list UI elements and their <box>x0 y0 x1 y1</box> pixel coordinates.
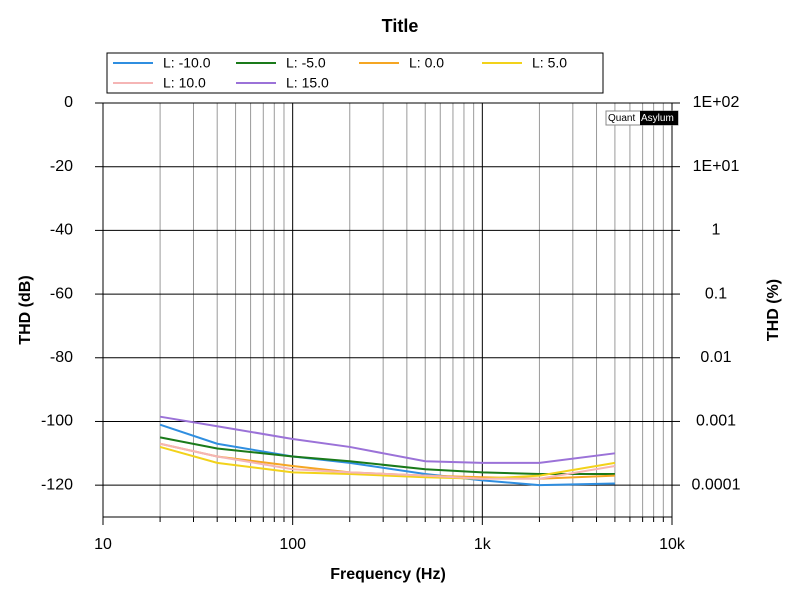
y2-tick-label: 0.01 <box>700 349 731 366</box>
plot-border <box>102 102 673 518</box>
series-line <box>159 442 616 480</box>
y2-tick-label: 1 <box>712 222 721 239</box>
y2-tick-label: 0.1 <box>705 285 727 302</box>
legend-label: L: 5.0 <box>532 55 567 71</box>
y-tick-label: -40 <box>50 222 73 239</box>
series-line <box>159 436 615 476</box>
series-line <box>159 415 616 464</box>
legend-label: L: -5.0 <box>286 55 326 71</box>
legend-label: L: -10.0 <box>163 55 211 71</box>
y2-tick-label: 0.001 <box>696 413 736 430</box>
y-tick-label: 0 <box>64 94 73 111</box>
watermark: Quant <box>608 113 635 124</box>
x-tick-label: 10k <box>659 536 686 553</box>
legend-box <box>106 52 604 94</box>
x-tick-label: 1k <box>474 536 492 553</box>
legend-label: L: 15.0 <box>286 75 329 91</box>
y-tick-label: -120 <box>41 476 73 493</box>
chart-title: Title <box>382 16 419 36</box>
y-axis-label: THD (dB) <box>17 275 34 344</box>
legend-label: L: 0.0 <box>409 55 444 71</box>
y2-tick-label: 1E+01 <box>693 158 740 175</box>
legend-label: L: 10.0 <box>163 75 206 91</box>
watermark: Asylum <box>641 113 674 124</box>
x-axis-label: Frequency (Hz) <box>330 566 446 583</box>
y-tick-label: -20 <box>50 158 73 175</box>
y-tick-label: -80 <box>50 349 73 366</box>
watermark-dark <box>640 111 678 125</box>
y2-tick-label: 0.0001 <box>692 476 741 493</box>
y-tick-label: -100 <box>41 413 73 430</box>
series-line <box>159 445 616 480</box>
x-tick-label: 10 <box>94 536 112 553</box>
y2-axis-label: THD (%) <box>765 279 782 341</box>
y2-tick-label: 1E+02 <box>693 94 740 111</box>
series-line <box>159 423 615 487</box>
y-tick-label: -60 <box>50 285 73 302</box>
x-tick-label: 100 <box>279 536 306 553</box>
